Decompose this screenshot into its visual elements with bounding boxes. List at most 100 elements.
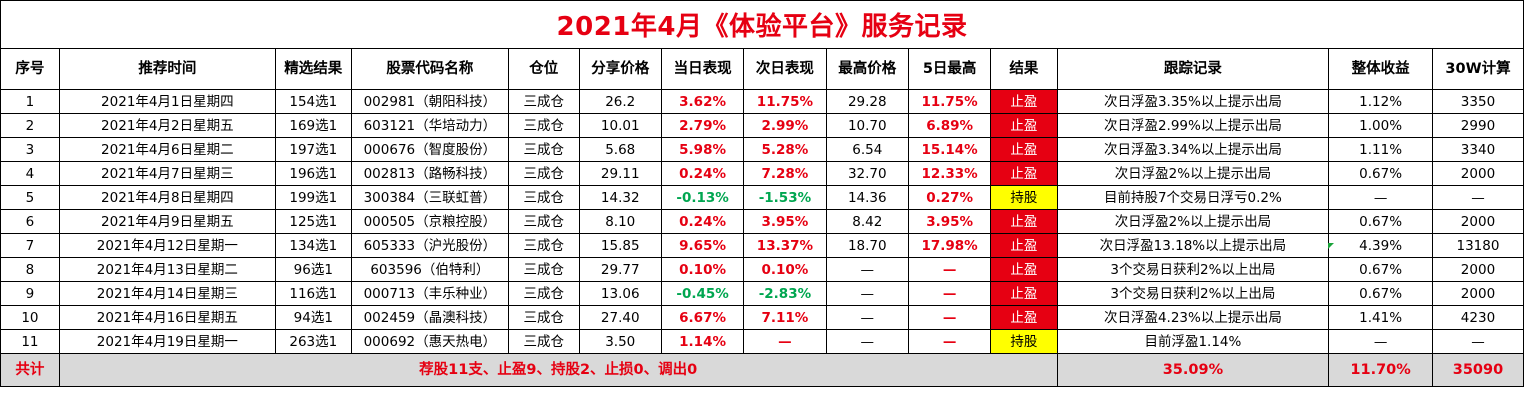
cell-result[interactable]: 止盈	[990, 137, 1058, 162]
cell-no[interactable]: 4	[0, 161, 60, 186]
cell-high[interactable]: —	[825, 329, 909, 354]
cell-pick[interactable]: 199选1	[274, 185, 352, 210]
header-stock[interactable]: 股票代码名称	[350, 48, 509, 90]
cell-date[interactable]: 2021年4月12日星期一	[58, 233, 276, 258]
cell-calc[interactable]: 4230	[1431, 305, 1524, 330]
cell-track[interactable]: 3个交易日获利2%以上出局	[1056, 257, 1330, 282]
cell-calc[interactable]: 2000	[1431, 209, 1524, 234]
cell-stock[interactable]: 603596（伯特利）	[350, 257, 509, 282]
cell-price[interactable]: 10.01	[578, 113, 662, 138]
cell-next[interactable]: 11.75%	[743, 89, 827, 114]
cell-stock[interactable]: 300384（三联虹普）	[350, 185, 509, 210]
cell-stock[interactable]: 605333（沪光股份）	[350, 233, 509, 258]
cell-calc[interactable]: 2000	[1431, 281, 1524, 306]
cell-gain[interactable]: 0.67%	[1328, 281, 1433, 306]
cell-calc[interactable]: 2000	[1431, 257, 1524, 282]
cell-gain[interactable]: —	[1328, 185, 1433, 210]
cell-date[interactable]: 2021年4月14日星期三	[58, 281, 276, 306]
cell-calc[interactable]: 13180	[1431, 233, 1524, 258]
cell-calc[interactable]: 2000	[1431, 161, 1524, 186]
cell-high[interactable]: —	[825, 257, 909, 282]
cell-next[interactable]: 5.28%	[743, 137, 827, 162]
cell-pick[interactable]: 169选1	[274, 113, 352, 138]
header-price[interactable]: 分享价格	[578, 48, 662, 90]
cell-stock[interactable]: 002459（晶澳科技）	[350, 305, 509, 330]
cell-next[interactable]: 7.11%	[743, 305, 827, 330]
cell-high5[interactable]: 17.98%	[907, 233, 992, 258]
cell-position[interactable]: 三成仓	[507, 137, 580, 162]
cell-gain[interactable]: 1.41%	[1328, 305, 1433, 330]
cell-stock[interactable]: 000692（惠天热电）	[350, 329, 509, 354]
cell-no[interactable]: 5	[0, 185, 60, 210]
cell-day[interactable]: 0.24%	[660, 209, 745, 234]
cell-position[interactable]: 三成仓	[507, 209, 580, 234]
cell-track[interactable]: 次日浮盈2%以上提示出局	[1056, 161, 1330, 186]
cell-date[interactable]: 2021年4月8日星期四	[58, 185, 276, 210]
cell-stock[interactable]: 002813（路畅科技）	[350, 161, 509, 186]
cell-no[interactable]: 11	[0, 329, 60, 354]
cell-position[interactable]: 三成仓	[507, 113, 580, 138]
header-gain[interactable]: 整体收益	[1328, 48, 1433, 90]
cell-high[interactable]: —	[825, 305, 909, 330]
cell-high5[interactable]: 6.89%	[907, 113, 992, 138]
cell-price[interactable]: 26.2	[578, 89, 662, 114]
cell-no[interactable]: 8	[0, 257, 60, 282]
cell-day[interactable]: 5.98%	[660, 137, 745, 162]
cell-date[interactable]: 2021年4月7日星期三	[58, 161, 276, 186]
cell-pick[interactable]: 116选1	[274, 281, 352, 306]
header-position[interactable]: 仓位	[507, 48, 580, 90]
cell-price[interactable]: 14.32	[578, 185, 662, 210]
footer-total-calc[interactable]: 35090	[1431, 353, 1524, 387]
cell-position[interactable]: 三成仓	[507, 281, 580, 306]
cell-track[interactable]: 次日浮盈2.99%以上提示出局	[1056, 113, 1330, 138]
cell-calc[interactable]: 2990	[1431, 113, 1524, 138]
cell-price[interactable]: 8.10	[578, 209, 662, 234]
cell-next[interactable]: -1.53%	[743, 185, 827, 210]
cell-result[interactable]: 止盈	[990, 281, 1058, 306]
cell-pick[interactable]: 154选1	[274, 89, 352, 114]
cell-high5[interactable]: —	[907, 281, 992, 306]
cell-high5[interactable]: 3.95%	[907, 209, 992, 234]
cell-high[interactable]: 6.54	[825, 137, 909, 162]
cell-gain[interactable]: 0.67%	[1328, 161, 1433, 186]
cell-no[interactable]: 1	[0, 89, 60, 114]
cell-gain[interactable]: 0.67%	[1328, 209, 1433, 234]
cell-date[interactable]: 2021年4月13日星期二	[58, 257, 276, 282]
cell-position[interactable]: 三成仓	[507, 329, 580, 354]
cell-result[interactable]: 持股	[990, 185, 1058, 210]
cell-date[interactable]: 2021年4月19日星期一	[58, 329, 276, 354]
cell-track[interactable]: 次日浮盈2%以上提示出局	[1056, 209, 1330, 234]
cell-price[interactable]: 5.68	[578, 137, 662, 162]
footer-label[interactable]: 共计	[0, 353, 60, 387]
cell-price[interactable]: 29.11	[578, 161, 662, 186]
cell-position[interactable]: 三成仓	[507, 185, 580, 210]
cell-next[interactable]: 7.28%	[743, 161, 827, 186]
cell-result[interactable]: 止盈	[990, 233, 1058, 258]
cell-day[interactable]: -0.13%	[660, 185, 745, 210]
cell-result[interactable]: 止盈	[990, 257, 1058, 282]
cell-high[interactable]: 29.28	[825, 89, 909, 114]
cell-track[interactable]: 次日浮盈4.23%以上提示出局	[1056, 305, 1330, 330]
cell-high[interactable]: 14.36	[825, 185, 909, 210]
cell-high5[interactable]: —	[907, 329, 992, 354]
cell-high5[interactable]: —	[907, 257, 992, 282]
cell-high5[interactable]: 11.75%	[907, 89, 992, 114]
cell-pick[interactable]: 125选1	[274, 209, 352, 234]
cell-day[interactable]: 1.14%	[660, 329, 745, 354]
cell-date[interactable]: 2021年4月16日星期五	[58, 305, 276, 330]
cell-high5[interactable]: 15.14%	[907, 137, 992, 162]
cell-pick[interactable]: 263选1	[274, 329, 352, 354]
cell-gain[interactable]: 4.39%	[1328, 233, 1433, 258]
cell-no[interactable]: 6	[0, 209, 60, 234]
footer-summary[interactable]: 荐股11支、止盈9、持股2、止损0、调出0	[58, 353, 1058, 387]
cell-high[interactable]: —	[825, 281, 909, 306]
cell-date[interactable]: 2021年4月6日星期二	[58, 137, 276, 162]
cell-track[interactable]: 目前浮盈1.14%	[1056, 329, 1330, 354]
cell-high[interactable]: 18.70	[825, 233, 909, 258]
cell-stock[interactable]: 002981（朝阳科技）	[350, 89, 509, 114]
cell-high5[interactable]: 12.33%	[907, 161, 992, 186]
cell-gain[interactable]: 1.11%	[1328, 137, 1433, 162]
header-pick[interactable]: 精选结果	[274, 48, 352, 90]
cell-high[interactable]: 10.70	[825, 113, 909, 138]
cell-stock[interactable]: 000505（京粮控股）	[350, 209, 509, 234]
